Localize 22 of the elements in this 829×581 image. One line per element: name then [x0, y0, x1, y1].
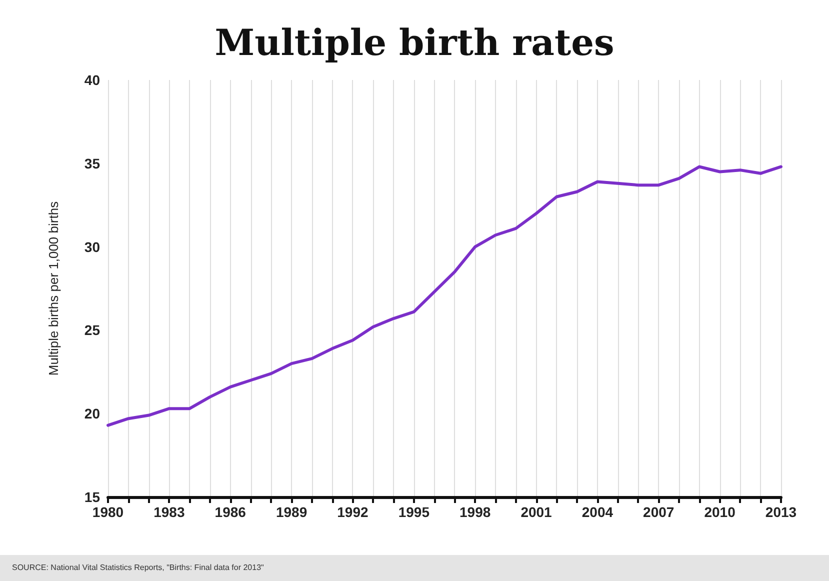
- y-tick-label: 20: [84, 406, 100, 422]
- y-tick-label: 15: [84, 489, 100, 505]
- x-tick-label: 1989: [276, 504, 308, 520]
- x-tick-label: 1980: [92, 504, 124, 520]
- x-tick-label: 1992: [337, 504, 369, 520]
- x-tick-label: 1995: [398, 504, 430, 520]
- line-series: [106, 165, 782, 427]
- x-tick-label: 2007: [643, 504, 674, 520]
- x-tick-label: 2013: [765, 504, 797, 520]
- x-tick-label: 2001: [520, 504, 552, 520]
- x-tick-label: 1998: [460, 504, 491, 520]
- y-tick-label: 35: [84, 155, 100, 172]
- chart-title: Multiple birth rates: [214, 22, 616, 64]
- x-tick-label: 1986: [214, 504, 246, 520]
- y-tick-label: 25: [84, 322, 100, 338]
- y-tick-label: 30: [84, 238, 100, 255]
- x-tick-label: 1983: [154, 504, 185, 520]
- y-axis-title: Multiple births per 1,000 births: [46, 200, 61, 376]
- source-note: SOURCE: National Vital Statistics Reports, "Births: Final data for 2013": [12, 563, 264, 572]
- x-tick-label: 2010: [704, 504, 736, 520]
- y-tick-label: 40: [84, 72, 100, 88]
- x-tick-label: 2004: [582, 504, 614, 520]
